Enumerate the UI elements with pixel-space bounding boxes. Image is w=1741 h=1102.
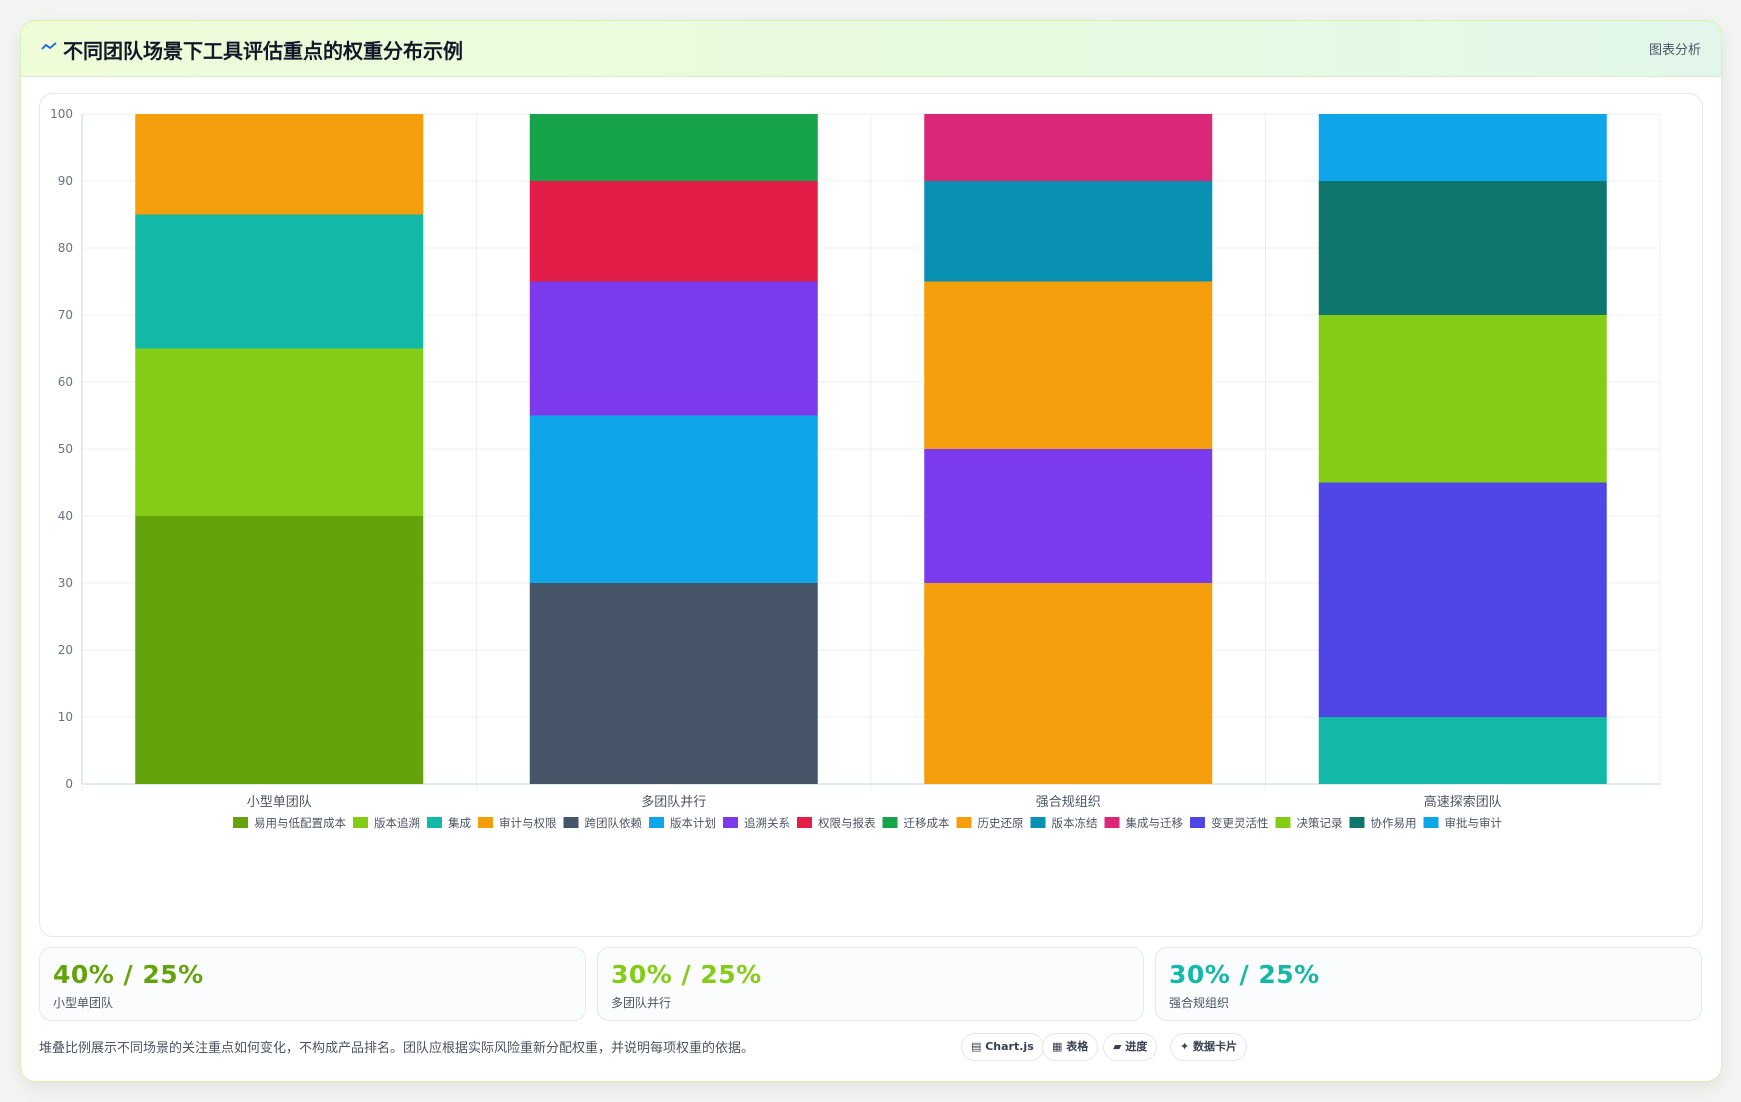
y-tick-label: 80 <box>58 241 73 255</box>
stat-card: 30% / 25% 多团队并行 <box>597 947 1144 1021</box>
sparkle-icon: ✦ <box>1180 1040 1194 1053</box>
legend-label: 集成与迁移 <box>1126 816 1184 830</box>
bar-segment <box>135 348 424 516</box>
legend-swatch <box>233 817 248 828</box>
legend-label: 决策记录 <box>1297 816 1343 830</box>
bar-segment <box>1318 482 1607 717</box>
legend-label: 易用与低配置成本 <box>254 816 346 830</box>
bar-segment <box>135 516 424 784</box>
legend-label: 跨团队依赖 <box>585 816 643 830</box>
x-tick-label: 小型单团队 <box>247 795 312 810</box>
bar-segment <box>529 114 818 181</box>
legend-label: 集成 <box>448 816 471 830</box>
footer-note: 堆叠比例展示不同场景的关注重点如何变化，不构成产品排名。团队应根据实际风险重新分… <box>39 1041 755 1056</box>
legend-swatch <box>1104 817 1120 828</box>
legend-swatch <box>1423 817 1439 828</box>
legend-swatch <box>1190 817 1205 828</box>
x-tick-label: 强合规组织 <box>1036 795 1101 810</box>
y-tick-label: 40 <box>58 509 73 523</box>
legend-swatch <box>563 817 579 828</box>
y-tick-label: 30 <box>58 576 73 590</box>
legend-swatch <box>1275 817 1291 828</box>
trend-line-icon <box>41 42 57 50</box>
pill-data-card[interactable]: ✦ 数据卡片 <box>1170 1033 1248 1061</box>
bar-segment <box>1318 114 1607 181</box>
page-title: 不同团队场景下工具评估重点的权重分布示例 <box>63 39 463 63</box>
x-tick-label: 多团队并行 <box>641 794 706 810</box>
section-tag: 图表分析 <box>1648 43 1701 58</box>
legend-label: 变更灵活性 <box>1211 816 1269 830</box>
legend-label: 权限与报表 <box>818 816 876 830</box>
legend-label: 版本冻结 <box>1052 816 1098 830</box>
legend-label: 审批与审计 <box>1445 816 1503 830</box>
pill-chartjs[interactable]: ▤ Chart.js <box>961 1033 1044 1061</box>
legend-swatch <box>478 817 493 828</box>
stacked-bar-chart: 0 10 20 30 40 50 60 70 80 90 100 小型单团队 多团队并行 强合规组织 高速探… <box>50 107 1661 830</box>
y-tick-label: 90 <box>58 174 73 188</box>
bar-segment <box>924 449 1213 583</box>
bar-segment <box>924 281 1213 449</box>
legend-swatch <box>956 817 972 828</box>
stat-label: 强合规组织 <box>1169 996 1230 1010</box>
y-tick-label: 60 <box>58 375 73 389</box>
y-tick-label: 100 <box>50 107 73 121</box>
bar-segment <box>529 415 818 583</box>
legend-label: 版本追溯 <box>374 816 420 830</box>
y-tick-label: 10 <box>58 710 73 724</box>
card-header: 不同团队场景下工具评估重点的权重分布示例 图表分析 <box>21 21 1721 77</box>
stat-value: 30% / 25% <box>1169 960 1320 989</box>
stat-cards: 40% / 25% 小型单团队 30% / 25% 多团队并行 30% / 25… <box>39 947 1702 1021</box>
chart-card: 不同团队场景下工具评估重点的权重分布示例 图表分析 0 10 20 30 40 50 60 7… <box>20 20 1722 1082</box>
table-icon: ▦ <box>1052 1040 1067 1053</box>
bar-segment <box>135 114 424 215</box>
legend-swatch <box>1349 817 1365 828</box>
stat-value: 40% / 25% <box>53 960 204 989</box>
legend-swatch <box>649 817 664 828</box>
legend-label: 版本计划 <box>670 816 716 830</box>
bar-segment <box>1318 315 1607 483</box>
bar-segment <box>135 214 424 349</box>
legend-label: 协作易用 <box>1371 816 1417 830</box>
y-tick-label: 0 <box>65 777 73 791</box>
pill-table[interactable]: ▦ 表格 <box>1042 1033 1099 1061</box>
bar-segment <box>1318 181 1607 315</box>
legend-label: 历史还原 <box>978 816 1024 830</box>
legend-swatch <box>723 817 738 828</box>
stat-label: 多团队并行 <box>611 996 672 1010</box>
bar-segment <box>529 281 818 416</box>
progress-icon: ▰ <box>1113 1040 1126 1053</box>
bar-segment <box>924 181 1213 282</box>
bar-segment <box>924 114 1213 181</box>
x-tick-label: 高速探索团队 <box>1424 794 1502 810</box>
bar-segment <box>529 181 818 282</box>
legend-swatch <box>353 817 368 828</box>
stat-label: 小型单团队 <box>53 996 114 1010</box>
bar-segment <box>924 583 1213 784</box>
legend-label: 迁移成本 <box>904 816 950 830</box>
y-tick-label: 70 <box>58 308 73 322</box>
pill-progress[interactable]: ▰ 进度 <box>1103 1033 1158 1061</box>
stat-value: 30% / 25% <box>611 960 762 989</box>
legend-swatch <box>797 817 812 828</box>
chart-icon: ▤ <box>971 1040 986 1053</box>
bar-segment <box>1318 717 1607 784</box>
bar-segment <box>529 583 818 784</box>
legend-label: 追溯关系 <box>744 816 790 830</box>
chart-panel: 0 10 20 30 40 50 60 70 80 90 100 小型单团队 多团队并行 强合规组织 高速探… <box>39 93 1703 937</box>
y-tick-label: 50 <box>58 442 73 456</box>
stat-card: 40% / 25% 小型单团队 <box>39 947 586 1021</box>
legend-swatch <box>427 817 442 828</box>
legend-label: 审计与权限 <box>499 816 557 830</box>
legend-swatch <box>882 817 898 828</box>
legend-swatch <box>1030 817 1046 828</box>
y-tick-label: 20 <box>58 643 73 657</box>
stat-card: 30% / 25% 强合规组织 <box>1155 947 1702 1021</box>
